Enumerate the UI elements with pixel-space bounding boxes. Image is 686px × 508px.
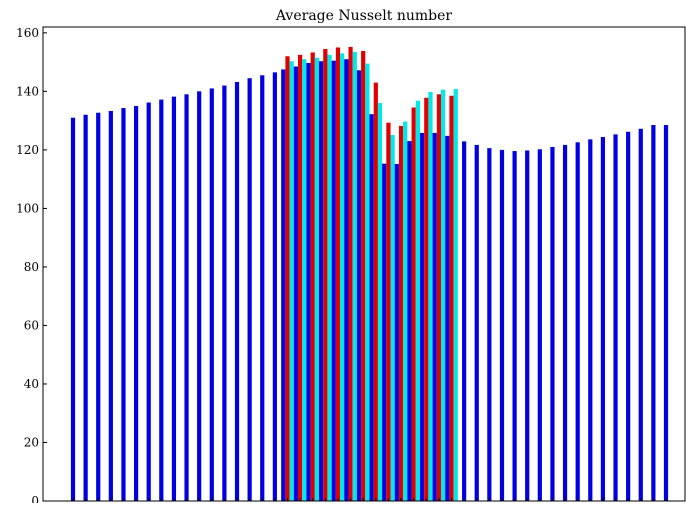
chart-title: Average Nusselt number — [275, 8, 453, 24]
bar-series-1 — [171, 96, 177, 501]
bar-series-1 — [651, 125, 656, 502]
bar-series-2 — [398, 125, 404, 502]
bar-series-1 — [525, 150, 530, 501]
bar-series-1 — [159, 99, 164, 501]
bar-series-2 — [424, 97, 429, 501]
bar-series-1 — [306, 62, 311, 502]
y-axis: 0 20 40 60 80 100 120 140 160 — [16, 26, 47, 508]
bar-series-1 — [613, 134, 618, 501]
bar-series-1 — [70, 117, 76, 501]
bar-series-3 — [302, 59, 307, 501]
bar-series-1 — [209, 88, 214, 501]
bar-series-2 — [310, 52, 315, 502]
bar-series-2 — [361, 50, 366, 502]
bar-series-2 — [348, 46, 353, 502]
bar-series-1 — [197, 91, 202, 502]
bar-series-3 — [428, 91, 433, 502]
bar-series-3 — [415, 100, 420, 501]
bar-series-1 — [419, 132, 425, 502]
bar-series-1 — [281, 69, 286, 502]
bar-series-1 — [319, 61, 324, 501]
bar-series-1 — [487, 148, 492, 501]
bar-series-3 — [327, 54, 332, 502]
bar-series-1 — [382, 163, 387, 501]
y-tick-label: 140 — [16, 84, 39, 98]
bar-series-1 — [356, 70, 362, 502]
bar-series-1 — [331, 60, 336, 502]
bar-series-3 — [390, 134, 395, 501]
bar-series-2 — [436, 94, 441, 502]
y-tick-label: 80 — [24, 260, 39, 274]
y-tick-label: 100 — [16, 201, 39, 215]
bar-series-1 — [234, 82, 240, 501]
plot-frame — [42, 26, 686, 502]
bar-series-1 — [108, 110, 113, 501]
bar-series-3 — [377, 103, 383, 501]
bar-series-1 — [184, 94, 189, 502]
bar-series-1 — [663, 125, 669, 502]
y-tick-label: 120 — [16, 143, 39, 157]
bar-series-1 — [121, 108, 126, 502]
bar-series-1 — [432, 132, 437, 502]
bar-series-1 — [550, 146, 555, 501]
bar-series-2 — [335, 47, 341, 501]
bar-series-1 — [293, 66, 299, 501]
bar-series-1 — [462, 141, 467, 501]
bars-group — [70, 46, 669, 502]
bar-series-2 — [298, 54, 303, 502]
bar-series-3 — [352, 51, 357, 502]
bar-series-1 — [394, 163, 399, 501]
bar-series-1 — [222, 85, 227, 502]
bar-series-1 — [600, 137, 606, 501]
bar-series-1 — [575, 142, 580, 501]
bar-series-1 — [344, 59, 349, 501]
y-tick-label: 60 — [24, 318, 39, 332]
bar-series-1 — [588, 139, 593, 502]
bar-series-2 — [285, 56, 290, 501]
bar-series-1 — [445, 135, 450, 501]
bar-series-1 — [247, 78, 252, 501]
y-tick-label: 160 — [16, 26, 39, 40]
bar-series-3 — [453, 89, 458, 501]
bar-series-1 — [272, 72, 277, 501]
bar-series-1 — [537, 149, 542, 502]
bar-series-1 — [512, 151, 517, 501]
bar-series-1 — [83, 114, 88, 501]
y-tick-label: 40 — [24, 377, 39, 391]
bar-series-3 — [340, 53, 345, 501]
bar-series-1 — [260, 75, 265, 501]
bar-series-3 — [365, 63, 370, 501]
bar-series-3 — [314, 57, 320, 501]
bar-series-2 — [411, 107, 416, 502]
bar-series-1 — [474, 144, 479, 501]
bar-series-1 — [133, 106, 139, 501]
bar-series-1 — [626, 131, 631, 501]
bar-series-1 — [369, 114, 374, 501]
bar-series-1 — [146, 102, 151, 502]
bar-series-3 — [440, 89, 446, 502]
bar-series-3 — [403, 121, 408, 501]
bar-series-2 — [449, 95, 454, 501]
bar-series-1 — [96, 112, 101, 501]
bar-series-1 — [638, 128, 643, 501]
y-tick-label: 0 — [31, 494, 39, 503]
bar-series-1 — [407, 141, 412, 502]
bar-series-2 — [373, 82, 378, 501]
bar-series-2 — [386, 122, 391, 502]
bar-series-2 — [323, 48, 328, 501]
bar-series-3 — [289, 61, 294, 501]
y-tick-label: 20 — [24, 435, 39, 449]
bar-series-1 — [499, 149, 505, 501]
bar-series-1 — [562, 144, 568, 501]
